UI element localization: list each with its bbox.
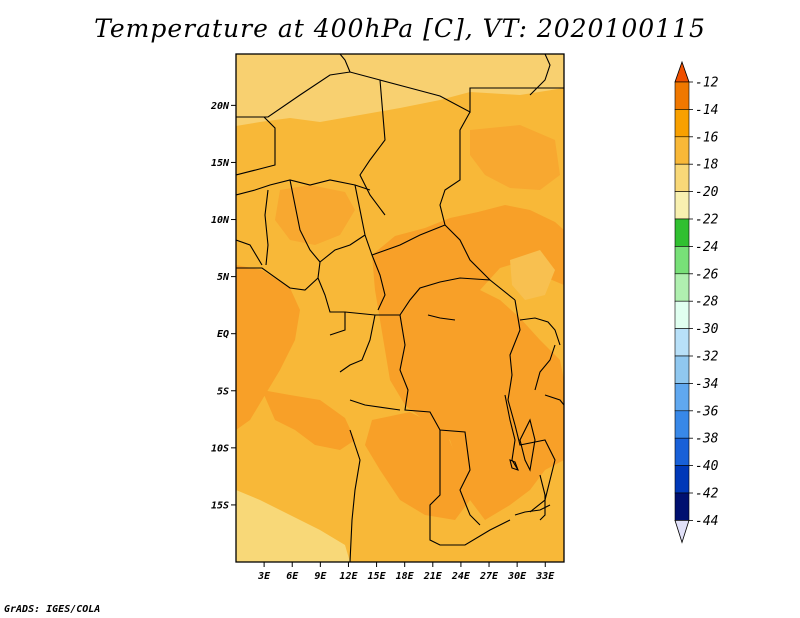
colorbar-swatch bbox=[674, 218, 690, 247]
lat-tick-label: EQ bbox=[217, 329, 229, 340]
temperature-field bbox=[236, 54, 564, 562]
colorbar-bottom-triangle bbox=[674, 520, 690, 544]
field-south-minus14 bbox=[365, 412, 470, 520]
colorbar-label: -42 bbox=[695, 487, 719, 502]
colorbar-label: -36 bbox=[695, 404, 719, 419]
colorbar-swatch bbox=[674, 136, 690, 165]
colorbar-label: -28 bbox=[695, 295, 719, 310]
map-frame bbox=[235, 53, 565, 563]
field-east-minus14 bbox=[372, 205, 564, 520]
colorbar-swatch bbox=[674, 492, 690, 521]
colorbar-label: -16 bbox=[695, 130, 719, 145]
country-borders bbox=[236, 54, 564, 562]
credit-text: GrADS: IGES/COLA bbox=[4, 604, 101, 615]
lat-tick-label: 15N bbox=[211, 158, 230, 169]
lon-tick-label: 27E bbox=[479, 571, 499, 582]
lon-tick-label: 21E bbox=[423, 571, 443, 582]
lon-tick-label: 3E bbox=[257, 571, 271, 582]
lat-tick-label: 5S bbox=[217, 386, 229, 397]
field-east-patch bbox=[510, 250, 555, 300]
colorbar-label: -38 bbox=[695, 432, 719, 447]
lon-tick-label: 18E bbox=[396, 571, 415, 582]
colorbar-swatch bbox=[674, 355, 690, 384]
lon-tick-label: 9E bbox=[314, 571, 327, 582]
lat-tick-label: 5N bbox=[217, 272, 230, 283]
latitude-axis: 20N 15N 10N 5N EQ 5S 10S 15S bbox=[210, 101, 236, 511]
lat-tick-label: 20N bbox=[210, 101, 230, 112]
colorbar-swatch bbox=[674, 109, 690, 138]
colorbar-label: -40 bbox=[695, 459, 719, 474]
colorbar-swatch bbox=[674, 465, 690, 494]
colorbar-label: -20 bbox=[695, 185, 719, 200]
lon-tick-label: 24E bbox=[451, 571, 471, 582]
colorbar-swatch bbox=[674, 273, 690, 302]
field-north-minus18 bbox=[236, 54, 564, 126]
field-west-minus14 bbox=[236, 265, 300, 430]
lat-tick-label: 10S bbox=[211, 443, 229, 454]
colorbar-swatch bbox=[674, 437, 690, 466]
colorbar-label: -24 bbox=[695, 240, 718, 255]
colorbar-swatch bbox=[674, 383, 690, 412]
lon-tick-label: 33E bbox=[535, 571, 555, 582]
colorbar-label: -12 bbox=[695, 76, 719, 91]
lat-tick-label: 10N bbox=[211, 215, 230, 226]
colorbar-swatch bbox=[674, 410, 690, 439]
lon-tick-label: 6E bbox=[286, 571, 299, 582]
lon-tick-label: 12E bbox=[339, 571, 358, 582]
colorbar-label: -30 bbox=[695, 322, 719, 337]
colorbar-swatch bbox=[674, 163, 690, 192]
colorbar-swatch bbox=[674, 300, 690, 329]
colorbar-label: -26 bbox=[695, 267, 719, 282]
longitude-axis: 3E 6E 9E 12E 15E 18E 21E 24E 27E 30E 33E bbox=[257, 562, 555, 582]
colorbar-label: -32 bbox=[695, 350, 719, 365]
field-sw-minus14 bbox=[262, 390, 355, 450]
lat-tick-label: 15S bbox=[211, 500, 229, 511]
colorbar-label: -44 bbox=[695, 514, 718, 529]
colorbar-label: -34 bbox=[695, 377, 718, 392]
colorbar-swatch bbox=[674, 246, 690, 275]
field-nigeria-minus14 bbox=[275, 185, 355, 245]
colorbar-swatch bbox=[674, 81, 690, 110]
colorbar-top-triangle bbox=[674, 60, 690, 83]
lon-tick-label: 30E bbox=[507, 571, 527, 582]
field-sudan-minus14 bbox=[470, 125, 560, 190]
colorbar-swatch bbox=[674, 328, 690, 357]
field-sw-minus18 bbox=[236, 490, 350, 562]
colorbar-swatch bbox=[674, 191, 690, 220]
map-title: Temperature at 400hPa [C], VT: 202010011… bbox=[94, 14, 706, 43]
colorbar-label: -14 bbox=[695, 103, 718, 118]
lon-tick-label: 15E bbox=[368, 571, 387, 582]
colorbar: -12 -14 -16 -18 -20 -22 -24 -26 -28 -30 -32 -34 -36 -… bbox=[674, 60, 719, 544]
colorbar-label: -22 bbox=[695, 213, 719, 228]
colorbar-label: -18 bbox=[695, 158, 719, 173]
